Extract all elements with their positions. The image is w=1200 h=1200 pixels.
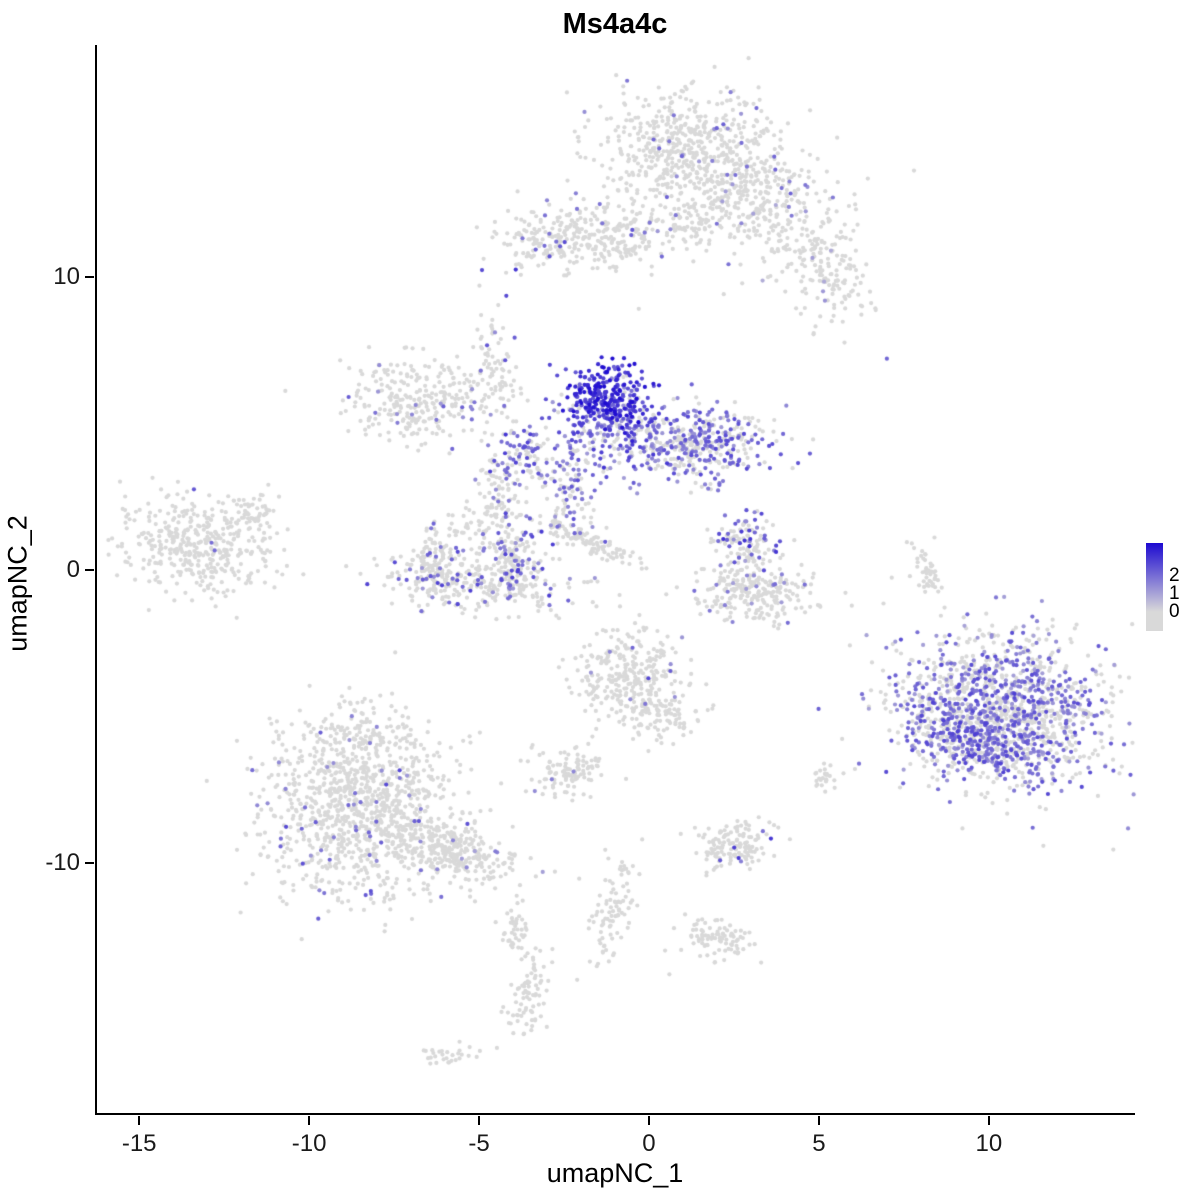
x-tick-mark bbox=[138, 1116, 141, 1125]
x-tick-mark bbox=[478, 1116, 481, 1125]
chart-title: Ms4a4c bbox=[562, 8, 668, 40]
legend-tick-label: 1 bbox=[1169, 582, 1180, 604]
x-tick-mark bbox=[987, 1116, 990, 1125]
x-tick-label: 5 bbox=[812, 1130, 826, 1157]
y-tick-label: -10 bbox=[45, 848, 80, 876]
y-tick-label: 10 bbox=[53, 262, 80, 290]
legend-tick-label: 0 bbox=[1169, 600, 1180, 622]
x-axis-label: umapNC_1 bbox=[546, 1158, 684, 1188]
x-tick-label: -10 bbox=[291, 1130, 327, 1157]
x-tick-mark bbox=[308, 1116, 311, 1125]
x-tick-mark bbox=[647, 1116, 650, 1125]
x-tick-mark bbox=[817, 1116, 820, 1125]
y-tick-mark bbox=[85, 275, 94, 278]
x-tick-label: 0 bbox=[642, 1130, 656, 1157]
legend-gradient-bar bbox=[1146, 543, 1163, 631]
x-tick-label: -5 bbox=[468, 1130, 490, 1157]
legend-tick-label: 2 bbox=[1169, 564, 1180, 586]
y-tick-label: 0 bbox=[66, 555, 80, 583]
y-tick-mark bbox=[85, 861, 94, 864]
plot-panel bbox=[95, 45, 1135, 1115]
x-tick-label: 10 bbox=[975, 1130, 1003, 1157]
x-tick-label: -15 bbox=[121, 1130, 157, 1157]
y-tick-mark bbox=[85, 568, 94, 571]
